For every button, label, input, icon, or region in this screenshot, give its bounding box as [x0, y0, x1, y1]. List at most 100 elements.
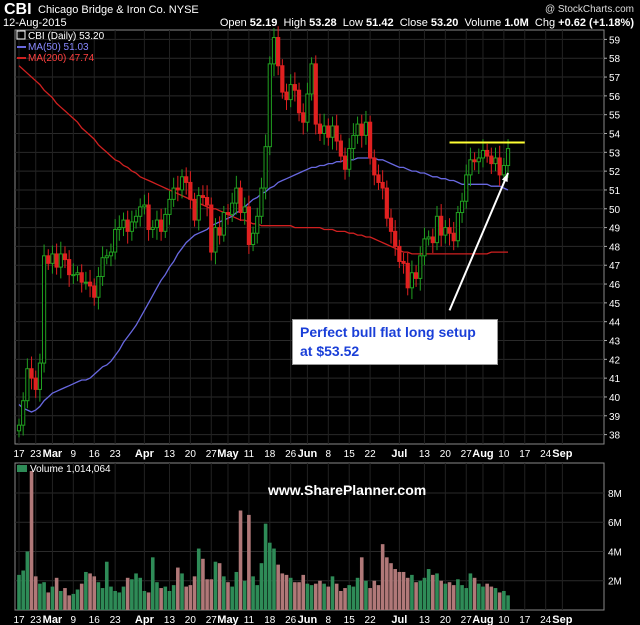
volume-bar [67, 595, 71, 610]
candle-body [238, 187, 243, 214]
price-tick-label: 57 [609, 73, 621, 84]
volume-bar [63, 588, 67, 610]
candle-body [33, 377, 38, 390]
candle-body [71, 274, 76, 277]
candle-body [271, 37, 277, 65]
volume-bar [213, 561, 218, 610]
grid-layer [14, 29, 605, 611]
candle-body [393, 230, 398, 247]
volume-bar [435, 573, 439, 610]
volume-bar [201, 558, 205, 610]
candle-body [209, 204, 214, 253]
volume-tick-label: 2M [608, 577, 622, 588]
candle-body [37, 362, 42, 390]
annotation-line-2: at $53.52 [300, 343, 360, 359]
candle-body [464, 174, 469, 202]
legend-layer: CBI (Daily) 53.20 MA(50) 51.03 MA(200) 4… [16, 30, 111, 475]
candle-body [276, 37, 281, 67]
candle-body [380, 181, 385, 189]
chart-date: 12-Aug-2015 [3, 17, 67, 29]
volume-bar [481, 586, 485, 610]
volume-date-tick-label: 22 [365, 615, 377, 625]
candle-body [184, 176, 189, 183]
volume-bar [422, 577, 427, 610]
volume-bar [339, 590, 343, 610]
candle-body [413, 272, 419, 279]
candle-body [230, 202, 235, 215]
volume-bar [134, 573, 138, 610]
volume-bar [188, 585, 193, 610]
volume-bar [184, 586, 188, 610]
volume-date-tick-label: Jun [298, 614, 318, 625]
candle-body [459, 200, 465, 214]
candle-body [468, 159, 473, 176]
volume-date-tick-label: 9 [71, 615, 77, 625]
volume-bar [393, 569, 397, 610]
date-tick-label: 13 [419, 449, 431, 460]
date-tick-label: Jun [298, 448, 318, 460]
candle-body [50, 253, 55, 264]
candle-body [25, 368, 30, 402]
volume-date-tick-label: 24 [540, 615, 552, 625]
volume-date-tick-label: 13 [164, 615, 176, 625]
price-tick-label: 48 [609, 242, 621, 253]
candle-body [200, 195, 206, 198]
date-tick-label: 27 [206, 449, 218, 460]
close-label: Close [399, 17, 428, 29]
candle-body [179, 176, 185, 191]
volume-bar [75, 589, 80, 610]
volume-value: 1.0M [504, 17, 529, 29]
volume-bar [71, 593, 76, 610]
axis-layer: 38 39 40 41 42 43 44 45 46 47 48 49 50 51 52 53 54 55 56 57… [13, 35, 621, 625]
candle-body [142, 204, 147, 208]
date-tick-label: 13 [164, 449, 176, 460]
volume-bar [464, 588, 469, 610]
candle-body [330, 125, 335, 138]
volume-bar [125, 577, 130, 610]
volume-bar [451, 585, 456, 610]
date-tick-label: Apr [135, 448, 155, 460]
volume-bar [297, 582, 301, 610]
volume-bar [376, 585, 381, 610]
candle-body [384, 187, 389, 219]
volume-bar [380, 544, 385, 610]
date-tick-label: 27 [461, 449, 473, 460]
volume-bar [405, 577, 410, 610]
volume-bar [50, 586, 55, 610]
legend-volume-swatch [17, 465, 27, 472]
price-tick-label: 46 [609, 280, 621, 291]
candle-body [129, 221, 134, 232]
close-value: 53.20 [430, 17, 459, 29]
volume-bar [142, 590, 147, 610]
volume-bar [176, 567, 180, 610]
volume-bar [443, 583, 448, 610]
candle-body [443, 227, 448, 236]
price-tick-label: 49 [609, 224, 621, 235]
annotation-arrow [448, 172, 509, 311]
volume-bar [84, 571, 88, 610]
candle-body [75, 272, 80, 276]
volume-bar [359, 557, 364, 610]
candle-body [87, 281, 93, 287]
volume-bar [326, 586, 331, 610]
candle-body [322, 125, 327, 134]
volume-bar [150, 557, 155, 610]
volume-bar [330, 576, 335, 610]
volume-bar [242, 580, 247, 610]
candle-body [21, 400, 26, 426]
chg-label: Chg [534, 17, 556, 29]
candle-body [288, 84, 293, 101]
volume-date-tick-label: 11 [244, 615, 255, 625]
candle-body [221, 212, 226, 236]
date-tick-label: 16 [89, 449, 101, 460]
candle-body [292, 84, 297, 91]
candle-body [62, 253, 68, 261]
date-tick-label: 20 [440, 449, 452, 460]
date-tick-label: 26 [285, 449, 297, 460]
candle-body [138, 206, 143, 217]
volume-bar [397, 571, 402, 610]
candle-body [246, 206, 251, 246]
candle-body [125, 219, 130, 232]
date-tick-label: Aug [472, 448, 493, 460]
price-tick-label: 45 [609, 299, 621, 310]
